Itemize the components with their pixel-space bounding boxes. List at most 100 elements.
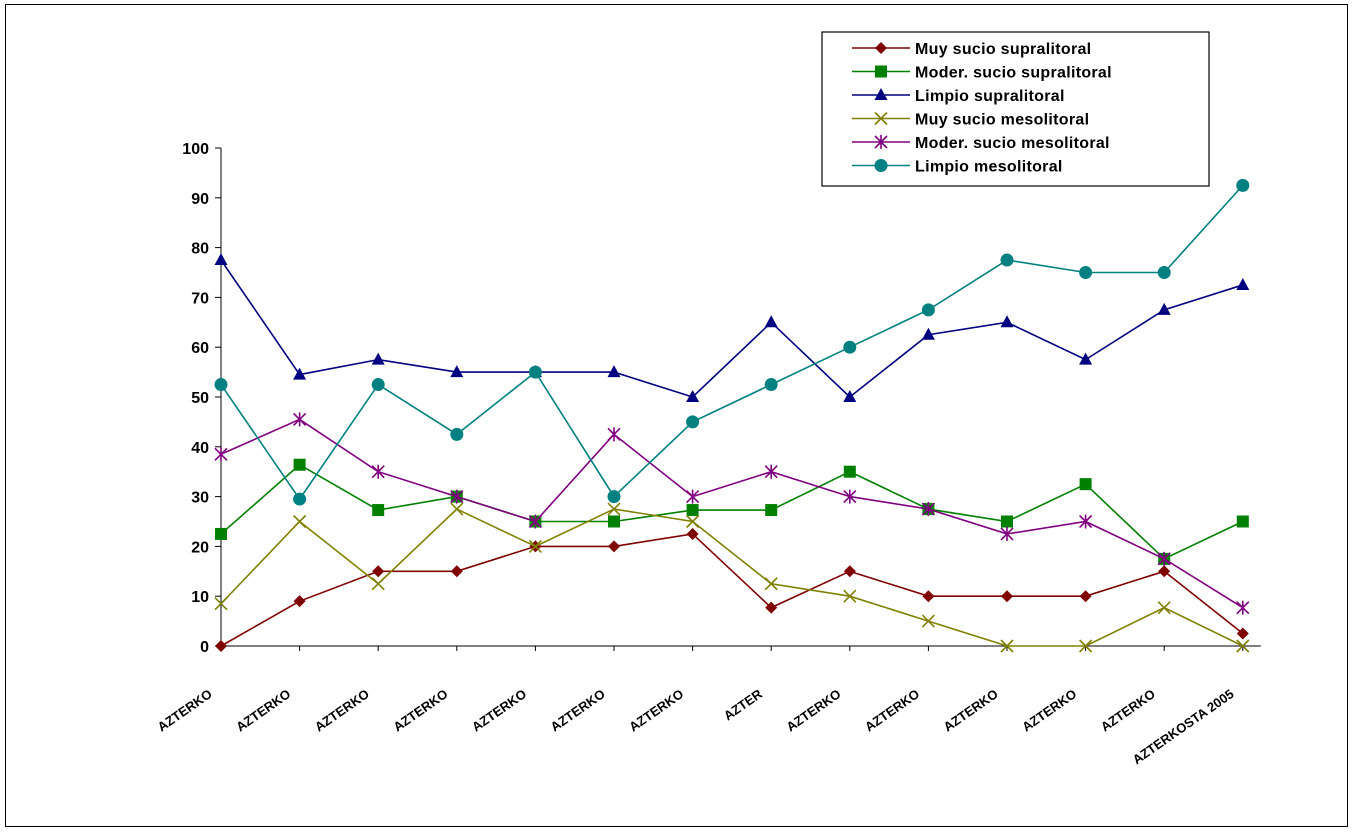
data-point xyxy=(922,590,935,603)
data-point xyxy=(607,365,621,378)
data-point xyxy=(450,365,464,378)
data-point xyxy=(215,527,227,540)
data-point xyxy=(1236,178,1250,192)
data-point xyxy=(450,489,464,504)
data-point xyxy=(450,502,464,516)
data-point xyxy=(214,597,228,611)
series-5 xyxy=(214,412,1250,615)
data-point xyxy=(1000,253,1014,267)
y-tick-label: 80 xyxy=(191,241,209,258)
legend-label: Limpio mesolitoral xyxy=(915,159,1063,176)
data-point xyxy=(214,378,228,392)
data-point xyxy=(921,303,935,317)
data-point xyxy=(1157,551,1171,566)
series-line xyxy=(220,259,1244,399)
data-point xyxy=(764,464,778,479)
y-tick-label: 30 xyxy=(191,490,209,507)
data-point xyxy=(1157,266,1171,279)
data-point xyxy=(293,514,307,529)
x-tick-label: AZTERKO xyxy=(941,686,1001,734)
data-point xyxy=(1079,352,1093,365)
data-point xyxy=(1157,601,1171,615)
data-point xyxy=(371,577,385,591)
data-point xyxy=(214,447,228,462)
data-point xyxy=(1079,266,1093,279)
legend-entry: Muy sucio mesolitoral xyxy=(852,112,1089,129)
data-point xyxy=(371,464,385,479)
x-tick-label: AZTERKO xyxy=(1019,686,1079,734)
data-point xyxy=(843,565,856,578)
data-point xyxy=(293,492,307,506)
data-point xyxy=(607,427,621,442)
data-point xyxy=(921,502,935,517)
legend: Muy sucio supralitoral Moder. sucio supra… xyxy=(821,31,1210,187)
data-point xyxy=(686,527,699,540)
x-tick-label: AZTERKO xyxy=(548,686,608,734)
data-point xyxy=(1000,315,1014,328)
data-point xyxy=(1000,639,1014,653)
data-point xyxy=(765,601,778,614)
data-point xyxy=(372,565,385,578)
data-point xyxy=(1157,302,1171,315)
data-point xyxy=(1000,526,1014,541)
legend-marker xyxy=(874,88,888,100)
data-point xyxy=(450,565,463,578)
data-point xyxy=(686,489,700,504)
series-4 xyxy=(214,502,1250,653)
legend-entry: Moder. sucio mesolitoral xyxy=(852,135,1110,152)
data-point xyxy=(1079,590,1092,603)
legend-entry: Moder. sucio supralitoral xyxy=(852,65,1112,82)
data-point xyxy=(686,504,699,517)
legend-entry: Limpio mesolitoral xyxy=(852,159,1063,176)
data-point xyxy=(843,390,857,402)
series-1 xyxy=(215,527,1249,652)
legend-marker xyxy=(875,42,887,54)
y-tick-label: 50 xyxy=(191,390,209,407)
legend-entry: Muy sucio supralitoral xyxy=(852,41,1091,58)
data-point xyxy=(293,367,307,380)
data-point xyxy=(372,504,385,517)
series-6 xyxy=(214,178,1250,506)
data-point xyxy=(1236,277,1250,290)
series-line xyxy=(220,508,1244,647)
y-axis-ticks: 0 10 20 30 40 50 60 70 80 90 100 xyxy=(182,141,221,656)
data-point xyxy=(293,458,306,471)
data-point xyxy=(528,514,542,529)
x-tick-label: AZTERKO xyxy=(626,686,686,734)
data-point xyxy=(921,614,935,628)
data-point xyxy=(608,515,620,528)
legend-label: Limpio supralitoral xyxy=(915,88,1065,105)
series-line xyxy=(220,533,1244,647)
y-tick-label: 10 xyxy=(191,589,209,606)
legend-label: Muy sucio mesolitoral xyxy=(915,112,1089,129)
y-tick-label: 20 xyxy=(191,539,209,556)
legend-box xyxy=(821,31,1210,187)
data-point xyxy=(608,540,620,553)
data-point xyxy=(1079,478,1092,491)
series-line xyxy=(220,184,1244,501)
data-point xyxy=(528,365,542,379)
data-point xyxy=(528,539,542,553)
y-tick-label: 60 xyxy=(191,340,209,357)
data-point xyxy=(765,504,778,517)
data-point xyxy=(686,415,700,429)
data-point xyxy=(686,514,700,529)
x-tick-label: AZTERKO xyxy=(312,686,372,734)
data-point xyxy=(764,577,778,591)
data-point xyxy=(1079,639,1093,653)
series-2 xyxy=(215,458,1249,565)
x-tick-label: AZTERKO xyxy=(469,686,529,734)
data-point xyxy=(843,340,857,354)
legend-marker xyxy=(875,65,887,78)
legend-marker xyxy=(874,135,888,149)
series-line xyxy=(220,418,1244,609)
series-3 xyxy=(214,253,1250,402)
legend-entry: Limpio supralitoral xyxy=(852,88,1065,105)
data-point xyxy=(921,327,935,340)
legend-label: Muy sucio supralitoral xyxy=(915,41,1091,58)
data-point xyxy=(371,352,385,365)
x-tick-label: AZTER xyxy=(721,686,766,723)
data-point xyxy=(1001,515,1013,528)
x-tick-label: AZTERKO xyxy=(862,686,922,734)
